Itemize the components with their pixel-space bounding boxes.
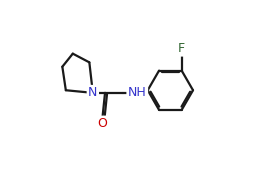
Text: NH: NH	[128, 86, 147, 99]
Text: O: O	[98, 117, 107, 130]
Text: F: F	[178, 42, 185, 55]
Text: N: N	[88, 86, 98, 99]
